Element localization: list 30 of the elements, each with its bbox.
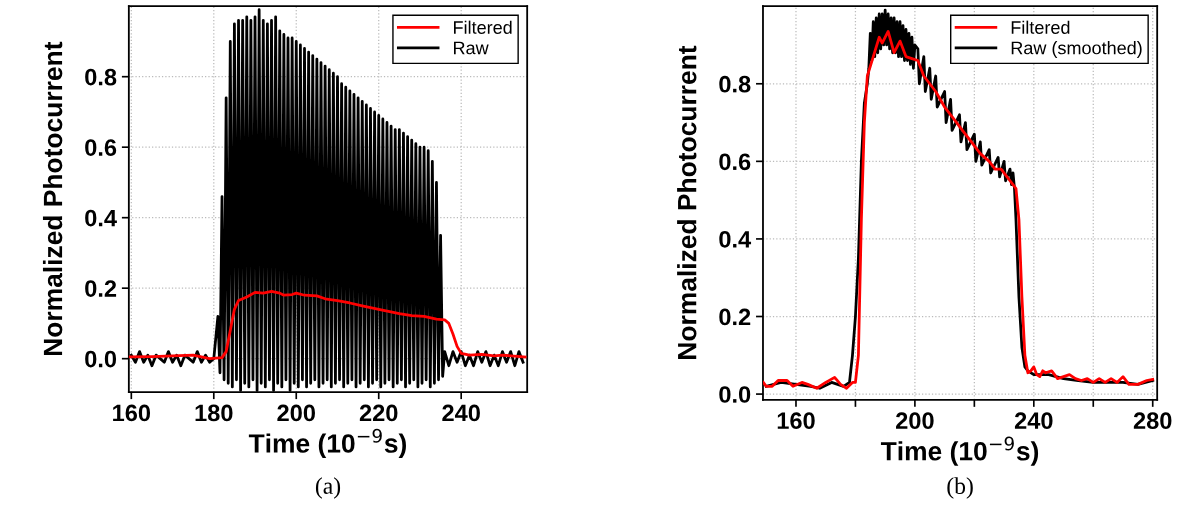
y-axis-title: Normalized Photocurrent bbox=[42, 41, 63, 356]
x-tick-label: 240 bbox=[1014, 412, 1053, 430]
x-tick-label: 280 bbox=[1133, 412, 1172, 430]
y-tick-label: 0.2 bbox=[719, 308, 751, 326]
y-tick-label: 0.6 bbox=[719, 153, 751, 171]
x-axis-title: Time (10$^{−9}$s) bbox=[248, 428, 406, 459]
y-axis-title: Normalized Photocurrent bbox=[677, 45, 697, 359]
x-tick-label: 240 bbox=[442, 404, 480, 422]
legend-label: Filtered bbox=[454, 20, 512, 34]
y-tick-label: 0.6 bbox=[85, 139, 117, 156]
legend-label: Filtered bbox=[1011, 20, 1070, 34]
text: (a) bbox=[315, 477, 341, 499]
y-tick-label: 0.4 bbox=[85, 209, 117, 227]
x-tick-label: 200 bbox=[896, 412, 934, 430]
line-series bbox=[128, 289, 527, 361]
x-tick-label: 200 bbox=[277, 404, 315, 422]
legend-label: Raw (smoothed) bbox=[1011, 41, 1142, 58]
y-tick-label: 0.8 bbox=[719, 75, 751, 93]
x-tick-label: 160 bbox=[777, 412, 815, 430]
legend-label: Raw bbox=[454, 41, 489, 55]
y-tick-label: 0.0 bbox=[85, 350, 117, 368]
x-axis-title: Time (10$^{−9}$s) bbox=[880, 436, 1039, 466]
y-tick-label: 0.8 bbox=[85, 68, 117, 86]
x-tick-label: 180 bbox=[195, 404, 233, 422]
y-tick-label: 0.0 bbox=[719, 386, 751, 403]
x-tick-label: 160 bbox=[113, 404, 151, 422]
x-tick-label: 220 bbox=[359, 404, 398, 422]
y-tick-label: 0.4 bbox=[719, 230, 752, 248]
y-tick-label: 0.2 bbox=[85, 280, 117, 297]
text: (b) bbox=[947, 477, 973, 499]
